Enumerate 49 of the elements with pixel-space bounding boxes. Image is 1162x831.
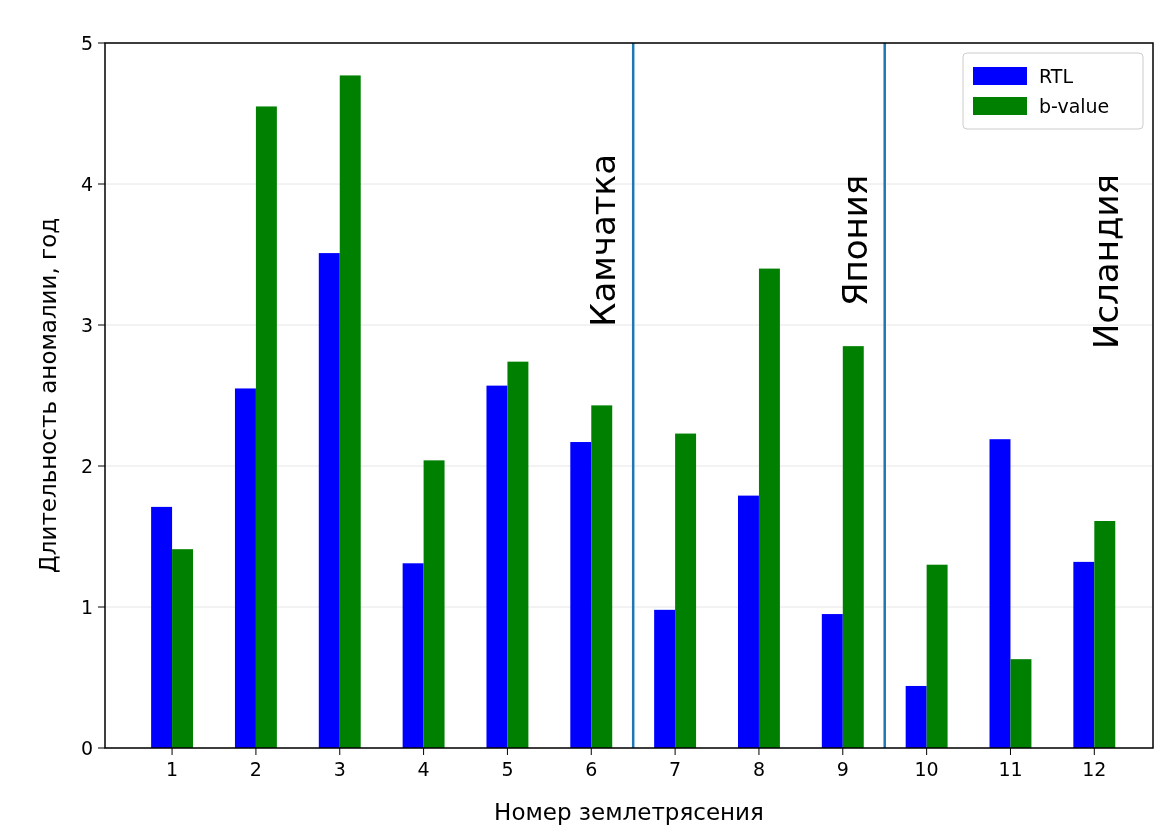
bar (821, 614, 843, 748)
ref-line-label: Камчатка (583, 154, 624, 327)
bar (842, 346, 864, 748)
bar (758, 268, 780, 748)
x-tick-label: 6 (585, 758, 598, 780)
x-tick-label: 8 (752, 758, 765, 780)
y-axis-title: Длительность аномалии, год (35, 217, 61, 574)
x-tick-label: 9 (836, 758, 849, 780)
bar (423, 460, 445, 748)
x-tick-label: 3 (333, 758, 346, 780)
bar (255, 106, 277, 748)
bar (1094, 520, 1116, 748)
ref-line-label: Япония (834, 174, 875, 307)
annotation: Исландия (1086, 174, 1126, 350)
bar (172, 549, 194, 748)
bar (926, 564, 948, 748)
x-tick-label: 2 (249, 758, 262, 780)
y-tick-label: 3 (80, 314, 93, 336)
bar (737, 495, 759, 748)
bar (234, 388, 256, 748)
x-tick-label: 4 (417, 758, 430, 780)
bar (570, 442, 592, 748)
y-tick-label: 2 (80, 455, 93, 477)
x-tick-label: 5 (501, 758, 514, 780)
y-tick-label: 1 (80, 596, 93, 618)
legend-label: RTL (1039, 65, 1074, 87)
y-tick-label: 4 (80, 173, 93, 195)
x-tick-label: 11 (998, 758, 1023, 780)
x-axis-title: Номер землетрясения (494, 799, 764, 825)
legend-label: b-value (1039, 95, 1110, 117)
y-tick-label: 0 (80, 737, 93, 759)
bar (654, 609, 676, 748)
bar (905, 685, 927, 748)
y-tick-label: 5 (80, 32, 93, 54)
bar (507, 361, 529, 748)
bar (1010, 659, 1032, 748)
bar (591, 405, 613, 748)
x-tick-label: 10 (914, 758, 939, 780)
bar (675, 433, 697, 748)
x-tick-label: 7 (669, 758, 682, 780)
bar (339, 75, 361, 748)
x-tick-label: 12 (1082, 758, 1107, 780)
x-tick-label: 1 (166, 758, 179, 780)
bar (1073, 561, 1095, 748)
bar (402, 563, 424, 748)
bar (318, 253, 340, 748)
bar (989, 439, 1011, 748)
bar (486, 385, 508, 748)
bar (151, 506, 173, 748)
